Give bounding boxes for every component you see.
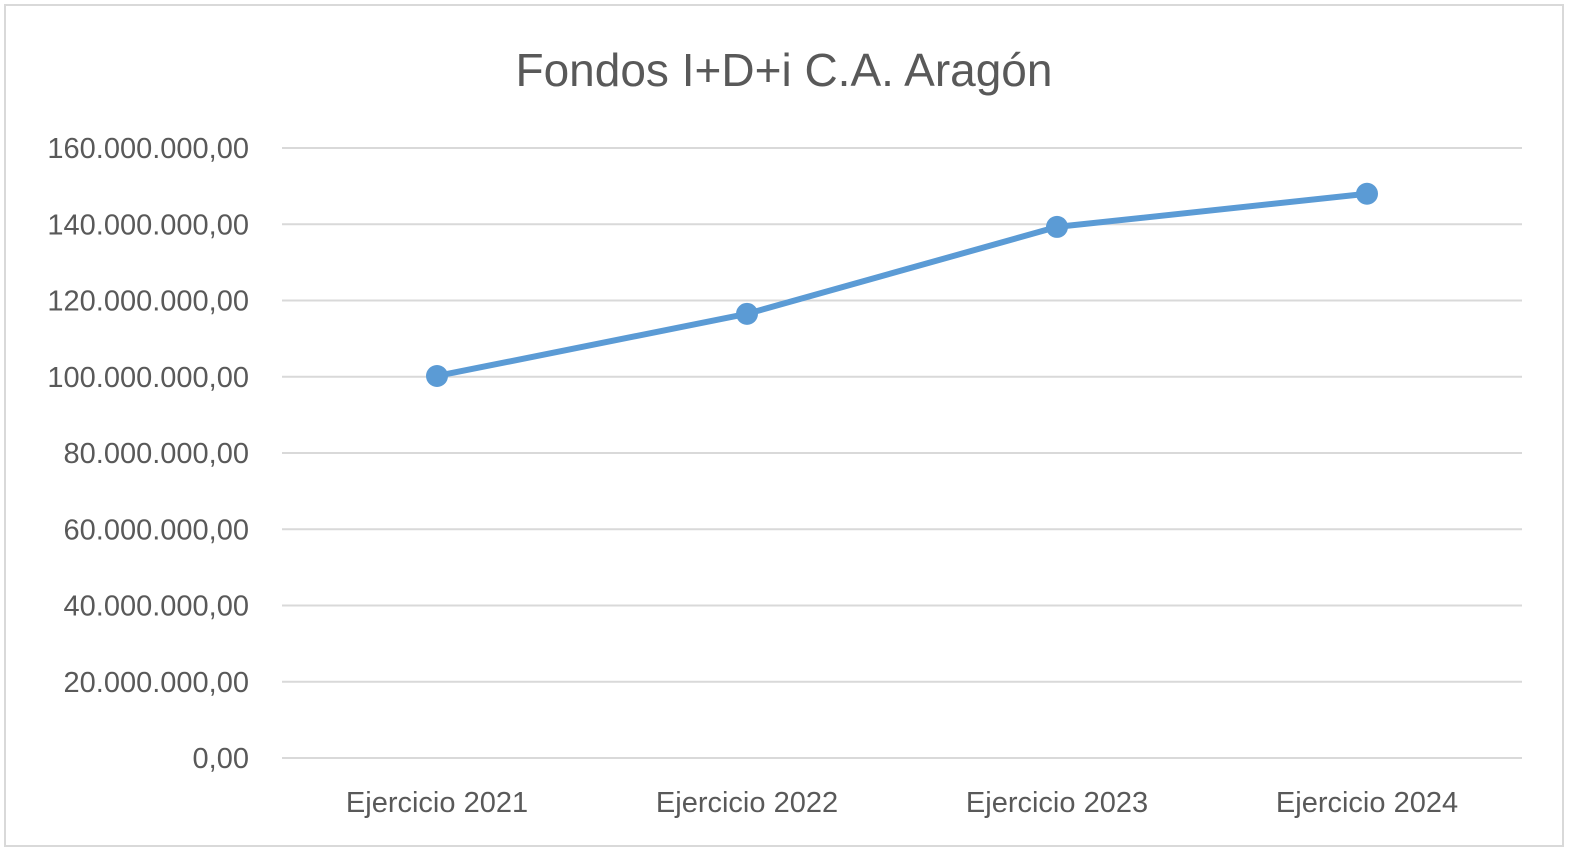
data-point [1046, 215, 1068, 238]
y-tick-label: 0,00 [193, 743, 249, 775]
y-axis-tick-labels: 0,00 20.000.000,00 40.000.000,00 60.000.000… [47, 133, 249, 775]
y-tick-label: 120.000.000,00 [47, 286, 249, 318]
y-tick-label: 100.000.000,00 [47, 362, 249, 394]
x-axis-tick-labels: Ejercicio 2021 Ejercicio 2022 Ejercicio 20… [346, 787, 1458, 819]
series-line [434, 190, 1370, 379]
y-tick-label: 60.000.000,00 [64, 514, 249, 546]
chart-title: Fondos I+D+i C.A. Aragón [516, 44, 1053, 96]
x-tick-label: Ejercicio 2023 [966, 787, 1148, 819]
series-layer [426, 182, 1378, 387]
y-tick-label: 160.000.000,00 [47, 133, 249, 165]
data-point [736, 302, 758, 325]
x-tick-label: Ejercicio 2024 [1276, 787, 1458, 819]
y-tick-label: 40.000.000,00 [64, 591, 249, 623]
gridlines [282, 147, 1522, 759]
data-point [1356, 182, 1378, 205]
y-tick-label: 20.000.000,00 [64, 667, 249, 699]
data-point [426, 364, 448, 387]
x-tick-label: Ejercicio 2022 [656, 787, 838, 819]
y-tick-label: 140.000.000,00 [47, 209, 249, 241]
chart-frame [4, 4, 1564, 847]
x-tick-label: Ejercicio 2021 [346, 787, 528, 819]
y-tick-label: 80.000.000,00 [64, 438, 249, 470]
